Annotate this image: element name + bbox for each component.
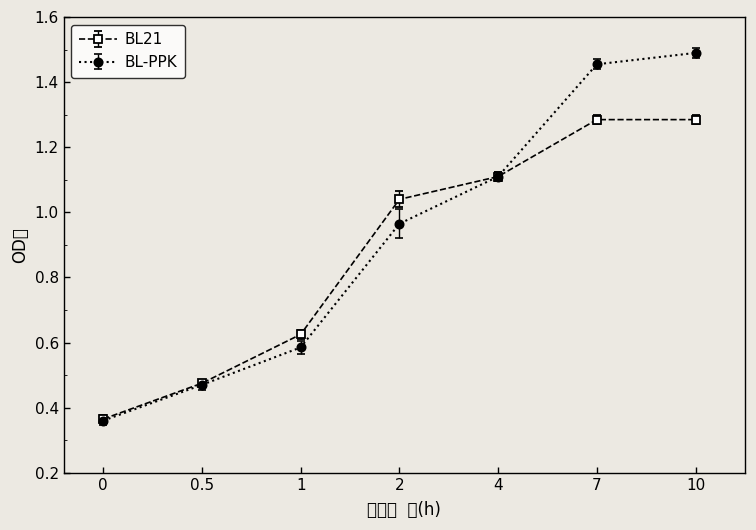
Y-axis label: OD値: OD値	[11, 227, 29, 263]
X-axis label: 培养时  间(h): 培养时 间(h)	[367, 501, 442, 519]
Legend: BL21, BL-PPK: BL21, BL-PPK	[71, 25, 185, 78]
